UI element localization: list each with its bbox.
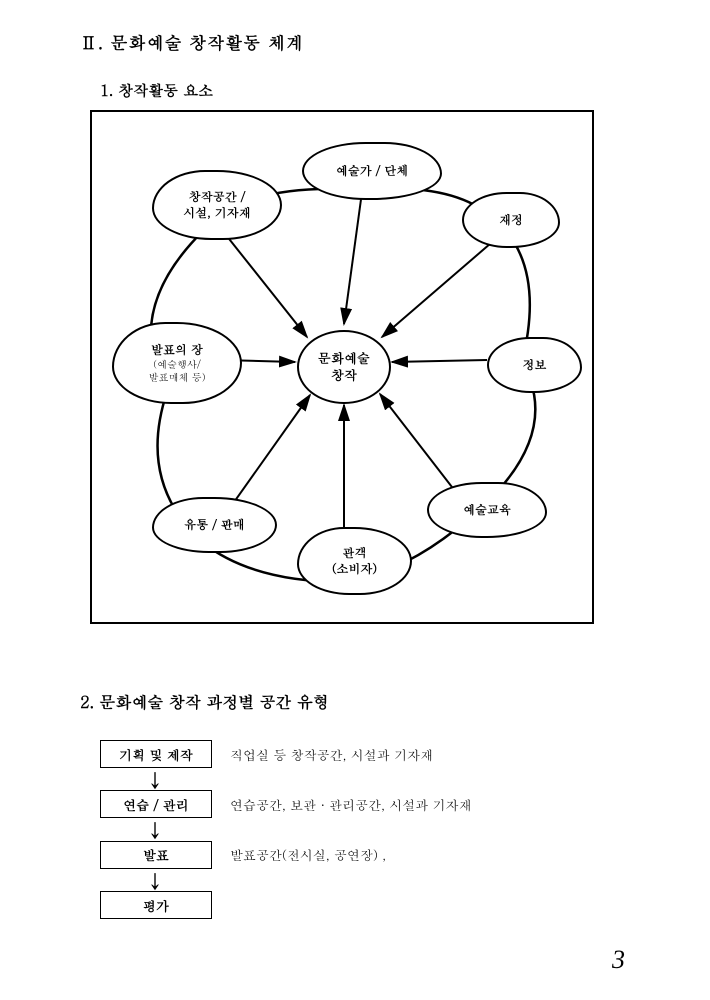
flow-step-box: 연습 / 관리 (100, 790, 212, 818)
flow-step-box: 평가 (100, 891, 212, 919)
section-heading: Ⅱ. 문화예술 창작활동 체계 (80, 30, 304, 54)
node-finance: 재정 (462, 192, 560, 248)
flow-step: 연습 / 관리 연습공간, 보관 · 관리공간, 시설과 기자재 (100, 790, 472, 818)
node-audience: 관객 (소비자) (297, 527, 412, 595)
subsection-2-heading: 2. 문화예술 창작 과정별 공간 유형 (80, 690, 329, 713)
node-label-line1: 창작공간 / (189, 189, 246, 205)
node-label-line2: (예술행사/ (153, 358, 201, 371)
flow-step: 기획 및 제작 직업실 등 창작공간, 시설과 기자재 (100, 740, 472, 768)
process-flowchart: 기획 및 제작 직업실 등 창작공간, 시설과 기자재 ↓ 연습 / 관리 연습… (100, 740, 472, 925)
down-arrow-icon: ↓ (100, 774, 210, 788)
node-label: 예술교육 (463, 502, 511, 518)
node-label-line3: 발표매체 등) (148, 371, 205, 384)
node-artist-group: 예술가 / 단체 (302, 142, 442, 200)
page-number: 3 (612, 945, 625, 975)
node-presentation-venue: 발표의 장 (예술행사/ 발표매체 등) (112, 322, 242, 404)
node-label-line2: 시설, 기자재 (183, 205, 251, 221)
center-node: 문화예술 창작 (297, 330, 391, 404)
flow-step-desc: 발표공간(전시실, 공연장) , (230, 845, 386, 864)
node-distribution-sales: 유통 / 판매 (152, 497, 277, 553)
node-label: 재정 (499, 212, 523, 228)
node-creation-space: 창작공간 / 시설, 기자재 (152, 170, 282, 240)
flow-step-box: 발표 (100, 841, 212, 869)
subsection-1-heading: 1. 창작활동 요소 (100, 80, 213, 101)
node-label-line1: 발표의 장 (151, 342, 203, 358)
flow-step-desc: 직업실 등 창작공간, 시설과 기자재 (230, 745, 433, 764)
scanned-page: Ⅱ. 문화예술 창작활동 체계 1. 창작활동 요소 문화예술 (0, 0, 710, 1000)
down-arrow-icon: ↓ (100, 824, 210, 838)
node-information: 정보 (487, 337, 582, 393)
creation-elements-diagram: 문화예술 창작 예술가 / 단체 창작공간 / 시설, 기자재 재정 발표의 장… (90, 110, 594, 624)
node-arts-education: 예술교육 (427, 482, 547, 538)
node-label: 정보 (523, 357, 547, 373)
center-node-line2: 창작 (331, 367, 357, 384)
flow-step: 발표 발표공간(전시실, 공연장) , (100, 841, 472, 869)
node-label-line1: 관객 (343, 545, 367, 561)
node-label: 유통 / 판매 (184, 517, 245, 533)
flow-step-box: 기획 및 제작 (100, 740, 212, 768)
node-label-line2: (소비자) (332, 561, 377, 577)
node-label: 예술가 / 단체 (336, 163, 409, 179)
flow-step-desc: 연습공간, 보관 · 관리공간, 시설과 기자재 (230, 795, 472, 814)
flow-step: 평가 (100, 891, 472, 919)
down-arrow-icon: ↓ (100, 875, 210, 889)
